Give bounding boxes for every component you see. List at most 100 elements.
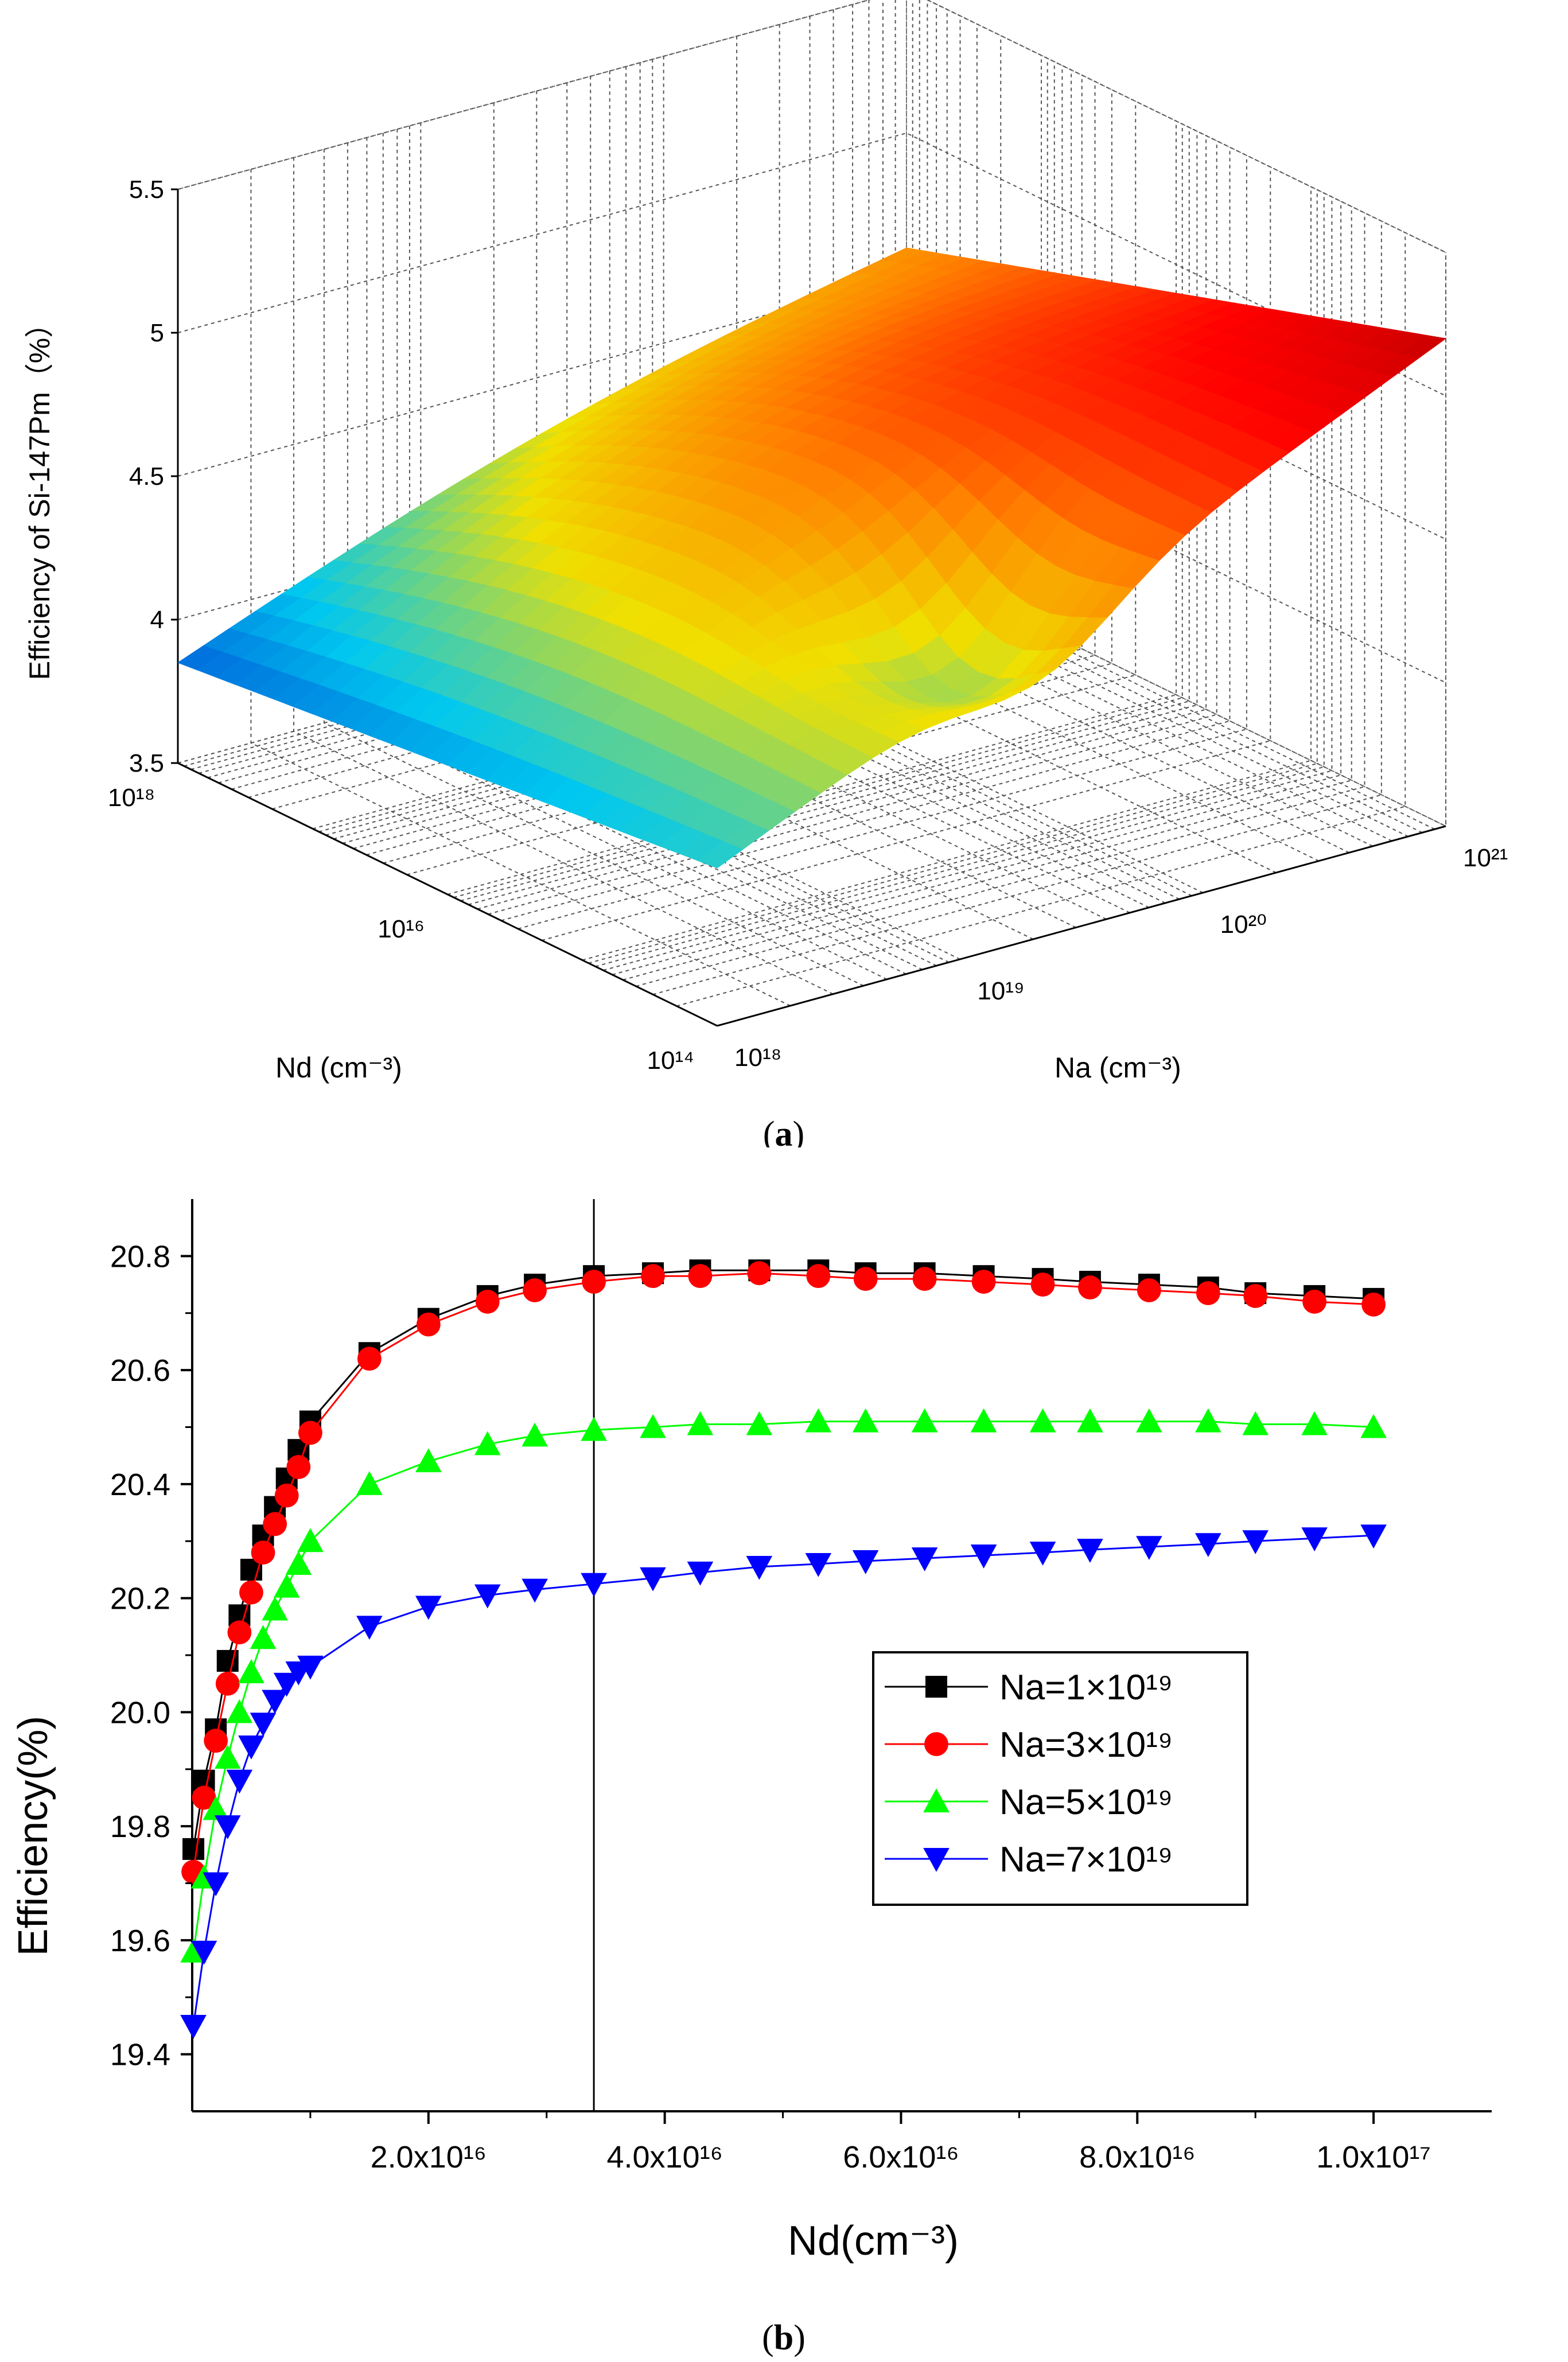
legend-label: Na=1×10¹⁹ — [999, 1668, 1173, 1707]
triangle-down-marker — [805, 1553, 832, 1577]
circle-marker — [688, 1264, 713, 1289]
x-tick-label: 8.0x10¹⁶ — [1079, 2140, 1195, 2174]
x-tick-label: 4.0x10¹⁶ — [606, 2140, 722, 2174]
circle-marker — [1196, 1281, 1220, 1305]
triangle-up-marker — [1242, 1411, 1269, 1435]
circle-marker — [298, 1421, 322, 1445]
circle-marker — [263, 1512, 287, 1536]
triangle-down-marker — [262, 1690, 288, 1714]
circle-marker — [924, 1732, 948, 1756]
series-group — [180, 1259, 1387, 2039]
circle-marker — [1137, 1278, 1161, 1302]
nd-gridline — [676, 232, 1406, 1007]
nd-tick-label: 10¹⁴ — [647, 1046, 695, 1075]
y-tick-label: 20.4 — [110, 1468, 170, 1502]
na-axis-label: Na (cm⁻³) — [1055, 1052, 1181, 1084]
triangle-up-marker — [581, 1417, 607, 1441]
circle-marker — [523, 1278, 547, 1302]
series-triangle-down — [180, 1524, 1387, 2039]
z-tick-label: 5.5 — [129, 176, 164, 204]
nd-gridline — [342, 69, 1072, 844]
triangle-up-marker — [297, 1528, 324, 1552]
triangle-up-marker — [1301, 1411, 1328, 1435]
triangle-up-marker — [970, 1408, 997, 1433]
triangle-down-marker — [415, 1596, 442, 1620]
circle-marker — [806, 1264, 831, 1289]
triangle-up-marker — [273, 1573, 300, 1598]
triangle-down-marker — [1077, 1539, 1103, 1563]
circle-marker — [286, 1455, 311, 1479]
triangle-down-marker — [687, 1561, 714, 1586]
nd-gridline — [366, 81, 1096, 856]
triangle-down-marker — [1301, 1527, 1328, 1552]
circle-marker — [239, 1580, 263, 1605]
circle-marker — [204, 1729, 228, 1753]
circle-marker — [251, 1540, 275, 1565]
surface-patch — [1399, 334, 1447, 358]
triangle-down-marker — [297, 1655, 324, 1680]
triangle-down-marker — [746, 1555, 773, 1580]
y-tick-label: 19.8 — [110, 1810, 170, 1844]
triangle-down-marker — [970, 1544, 997, 1569]
na-tick-label: 10²⁰ — [1220, 910, 1267, 939]
circle-marker — [227, 1620, 252, 1645]
triangle-up-marker — [262, 1596, 288, 1621]
x-tick-label: 2.0x10¹⁶ — [371, 2140, 487, 2174]
legend-label: Na=7×10¹⁹ — [999, 1840, 1173, 1880]
na-axis-line — [717, 825, 1446, 1027]
circle-marker — [1030, 1273, 1055, 1297]
z-tick-label: 4 — [150, 606, 164, 634]
x-axis-label: Nd(cm⁻³) — [788, 2218, 959, 2264]
square-marker — [925, 1676, 947, 1698]
triangle-up-marker — [805, 1408, 832, 1433]
series-triangle-up — [180, 1408, 1387, 1963]
triangle-down-marker — [356, 1616, 383, 1640]
nd-gridline — [207, 4, 937, 779]
triangle-down-marker — [923, 1848, 950, 1872]
square-marker — [182, 1838, 205, 1860]
nd-gridline — [199, 0, 928, 774]
nd-gridline — [717, 252, 1446, 1026]
nd-gridline — [184, 0, 913, 767]
y-tick-label: 20.8 — [110, 1239, 170, 1274]
panel-label-b: (b) — [762, 2318, 806, 2357]
triangle-down-marker — [911, 1547, 938, 1571]
z-axis-label: Efficiency of Si-147Pm（%） — [24, 309, 56, 680]
y-tick-label: 19.4 — [110, 2038, 170, 2072]
na-tick-label: 10¹⁸ — [734, 1044, 781, 1072]
y-tick-label: 20.6 — [110, 1353, 170, 1388]
circle-marker — [971, 1270, 996, 1294]
na-gridline — [250, 169, 791, 1006]
na-tick-label: 10²¹ — [1463, 844, 1508, 872]
nd-tick-label: 10¹⁶ — [378, 915, 425, 943]
circle-marker — [475, 1289, 500, 1314]
triangle-up-marker — [238, 1659, 264, 1683]
circle-marker — [747, 1261, 772, 1286]
triangle-down-marker — [640, 1567, 666, 1591]
triangle-up-marker — [923, 1788, 950, 1812]
triangle-up-marker — [250, 1625, 277, 1649]
triangle-down-marker — [1136, 1536, 1162, 1560]
triangle-down-marker — [1360, 1524, 1387, 1549]
triangle-down-marker — [238, 1735, 264, 1760]
circle-marker — [582, 1270, 606, 1294]
circle-marker — [853, 1267, 878, 1291]
nd-gridline — [383, 90, 1112, 864]
triangle-down-marker — [226, 1769, 253, 1794]
legend-label: Na=5×10¹⁹ — [999, 1783, 1173, 1822]
triangle-down-marker — [474, 1584, 501, 1609]
circle-marker — [1078, 1275, 1102, 1299]
y-axis-label: Efficiency(%) — [10, 1716, 56, 1956]
triangle-up-marker — [203, 1796, 229, 1820]
circle-marker — [1361, 1292, 1386, 1317]
triangle-up-marker — [852, 1408, 879, 1433]
triangle-down-marker — [1029, 1542, 1056, 1566]
na-gridline — [323, 149, 864, 987]
nd-gridline — [218, 9, 948, 784]
circle-marker — [1302, 1289, 1327, 1314]
nd-gridline — [231, 15, 961, 790]
panel-label-a: (a) — [763, 1115, 804, 1147]
triangle-up-marker — [214, 1745, 241, 1769]
circle-marker — [416, 1312, 441, 1337]
nd-axis-line — [177, 762, 718, 1027]
